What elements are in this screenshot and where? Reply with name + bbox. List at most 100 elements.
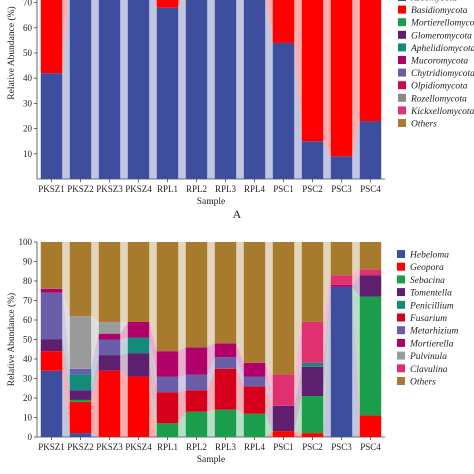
- panel-b-flow-fusarium: [207, 368, 215, 412]
- panel-b-legend-label: Clavulina: [410, 365, 448, 375]
- panel-b-legend-label: Metarhizium: [409, 327, 459, 337]
- panel-b-flow-metarhizium: [120, 337, 128, 356]
- panel-a-bar-ascomycota-psc2: [301, 141, 324, 179]
- panel-a-bar-basidiomycota-psc3: [330, 0, 353, 157]
- panel-b-bar-geopora-psc1: [272, 431, 295, 437]
- panel-b-bar-geopora-pksz4: [127, 376, 150, 437]
- panel-b-y-tick-label: 30: [23, 374, 33, 384]
- panel-b-bar-others-pksz3: [98, 242, 121, 322]
- panel-b-bar-sebacina-rpl4: [243, 413, 266, 437]
- panel-b-flow-sebacina: [62, 351, 70, 402]
- panel-a-legend-label: Rozellomycota: [410, 94, 467, 104]
- panel-a-x-tick-label: RPL2: [186, 184, 207, 194]
- panel-b-bar-sebacina-rpl2: [185, 411, 208, 437]
- panel-b-x-tick-label: PSC1: [273, 442, 294, 452]
- panel-b-flow-sebacina: [352, 286, 360, 416]
- panel-b-bar-others-psc4: [359, 242, 382, 270]
- panel-b-legend-label: Hebeloma: [409, 251, 449, 261]
- panel-a-bar-ascomycota-rpl4: [243, 0, 266, 180]
- panel-b-legend-label: Geopora: [410, 263, 444, 273]
- panel-b-x-tick-label: RPL2: [186, 442, 207, 452]
- panel-a-y-tick-label: 40: [23, 73, 33, 83]
- panel-b-bar-others-psc2: [301, 242, 324, 322]
- panel-b-flow-hebeloma: [91, 433, 99, 437]
- panel-b-flow-metarhizium: [265, 376, 273, 406]
- panel-b-legend-swatch: [397, 364, 405, 373]
- panel-a-flow-basidiomycota: [294, 0, 302, 142]
- panel-b-bar-clavulina-psc2: [301, 321, 324, 363]
- panel-a-flow-ascomycota: [236, 0, 244, 179]
- panel-b-flow-others: [120, 242, 128, 322]
- panel-a-bar-basidiomycota-psc2: [301, 0, 324, 142]
- panel-b-bar-geopora-pksz3: [98, 370, 121, 437]
- panel-a-bar-ascomycota-pksz4: [127, 0, 150, 179]
- panel-b-flow-clavulina: [323, 275, 331, 363]
- panel-b-legend-swatch: [397, 275, 405, 284]
- panel-b-flow-tomentella: [352, 275, 360, 297]
- panel-b-flow-mortierella: [323, 284, 331, 363]
- panel-b-x-tick-label: RPL3: [215, 442, 237, 452]
- panel-b-flow-mortierella: [120, 321, 128, 340]
- panel-a-y-tick-label: 20: [23, 124, 33, 134]
- panel-b-x-tick-label: RPL4: [244, 442, 266, 452]
- panel-b-bar-others-pksz2: [69, 242, 92, 317]
- panel-b-legend-swatch: [397, 377, 405, 385]
- panel-b-flow-sebacina: [149, 376, 157, 437]
- panel-b-bar-others-pksz4: [127, 242, 150, 322]
- panel-b-legend-label: Tomentella: [410, 289, 452, 299]
- panel-a-legend-label: Olpidiomycota: [411, 82, 468, 92]
- panel-a-flow-basidiomycota: [352, 0, 360, 157]
- panel-a-bar-ascomycota-pksz2: [69, 0, 92, 180]
- panel-a-legend-label: Chytridiomycota: [411, 69, 474, 79]
- panel-b-bar-penicillium-pksz4: [127, 337, 150, 354]
- panel-b-bar-mortierella-rpl4: [243, 362, 266, 377]
- panel-b-bar-fusarium-rpl4: [243, 386, 266, 414]
- panel-b-flow-tomentella: [91, 355, 99, 400]
- panel-b-bar-tomentella-pksz1: [40, 339, 63, 352]
- panel-b-y-tick-label: 70: [23, 296, 33, 306]
- panel-b-bar-fusarium-rpl3: [214, 368, 237, 410]
- panel-b-bar-hebeloma-pksz1: [40, 370, 63, 437]
- panel-a-y-axis-label: Relative Abundance (%): [6, 6, 17, 99]
- panel-b-flow-clavulina: [294, 321, 302, 406]
- panel-b-bar-geopora-psc2: [301, 433, 324, 437]
- panel-a-legend-label: Others: [411, 120, 437, 130]
- panel-b-bar-clavulina-psc1: [272, 374, 295, 406]
- panel-b-bar-hebeloma-pksz2: [69, 433, 92, 437]
- panel-a-flow-ascomycota: [207, 0, 215, 179]
- panel-b-flow-hebeloma: [62, 370, 70, 437]
- panel-b-x-axis-label: Sample: [197, 455, 226, 465]
- panel-b-flow-clavulina: [265, 362, 273, 406]
- panel-b-y-tick-label: 20: [23, 393, 33, 403]
- panel-b-flow-sebacina: [91, 370, 99, 402]
- panel-b-bar-pulvinula-pksz3: [98, 321, 121, 334]
- panel-a-legend-label: Glomeromycota: [411, 31, 472, 41]
- panel-b-flow-penicillium: [91, 355, 99, 391]
- panel-b-bar-geopora-pksz2: [69, 401, 92, 434]
- panel-a-x-tick-label: PKSZ4: [125, 184, 152, 194]
- panel-a-x-tick-label: PKSZ3: [96, 184, 123, 194]
- panel-b-y-tick-label: 0: [28, 432, 33, 442]
- panel-b-bar-mortierella-pksz1: [40, 288, 63, 293]
- panel-b-flow-sebacina: [207, 409, 215, 437]
- panel-b-bar-tomentella-pksz3: [98, 355, 121, 371]
- panel-b-y-tick-label: 100: [19, 237, 33, 247]
- panel-b-y-axis-label: Relative Abundance (%): [6, 293, 17, 386]
- panel-a-legend-swatch: [398, 30, 406, 39]
- panel-a-x-tick-label: PSC4: [360, 184, 381, 194]
- panel-b-bar-penicillium-psc2: [301, 362, 324, 367]
- panel-b-flow-fusarium: [265, 386, 273, 414]
- panel-a-bar-basidiomycota-psc4: [359, 0, 382, 122]
- panel-b-y-tick-label: 80: [23, 276, 33, 286]
- panel-b-bar-sebacina-psc4: [359, 296, 382, 416]
- panel-b-y-tick-label: 40: [23, 354, 33, 364]
- panel-b-flow-geopora: [120, 370, 128, 437]
- panel-b-flow-penicillium: [62, 339, 70, 391]
- panel-b-bar-mortierella-rpl1: [156, 351, 179, 377]
- panel-b-legend-swatch: [397, 300, 405, 309]
- panel-a-flow-basidiomycota: [266, 0, 273, 43]
- panel-b-x-tick-label: PKSZ2: [67, 442, 94, 452]
- panel-a-flow-ascomycota: [294, 42, 302, 179]
- panel-b-flow-mortierella: [178, 347, 186, 377]
- panel-b-flow-tomentella: [323, 286, 331, 397]
